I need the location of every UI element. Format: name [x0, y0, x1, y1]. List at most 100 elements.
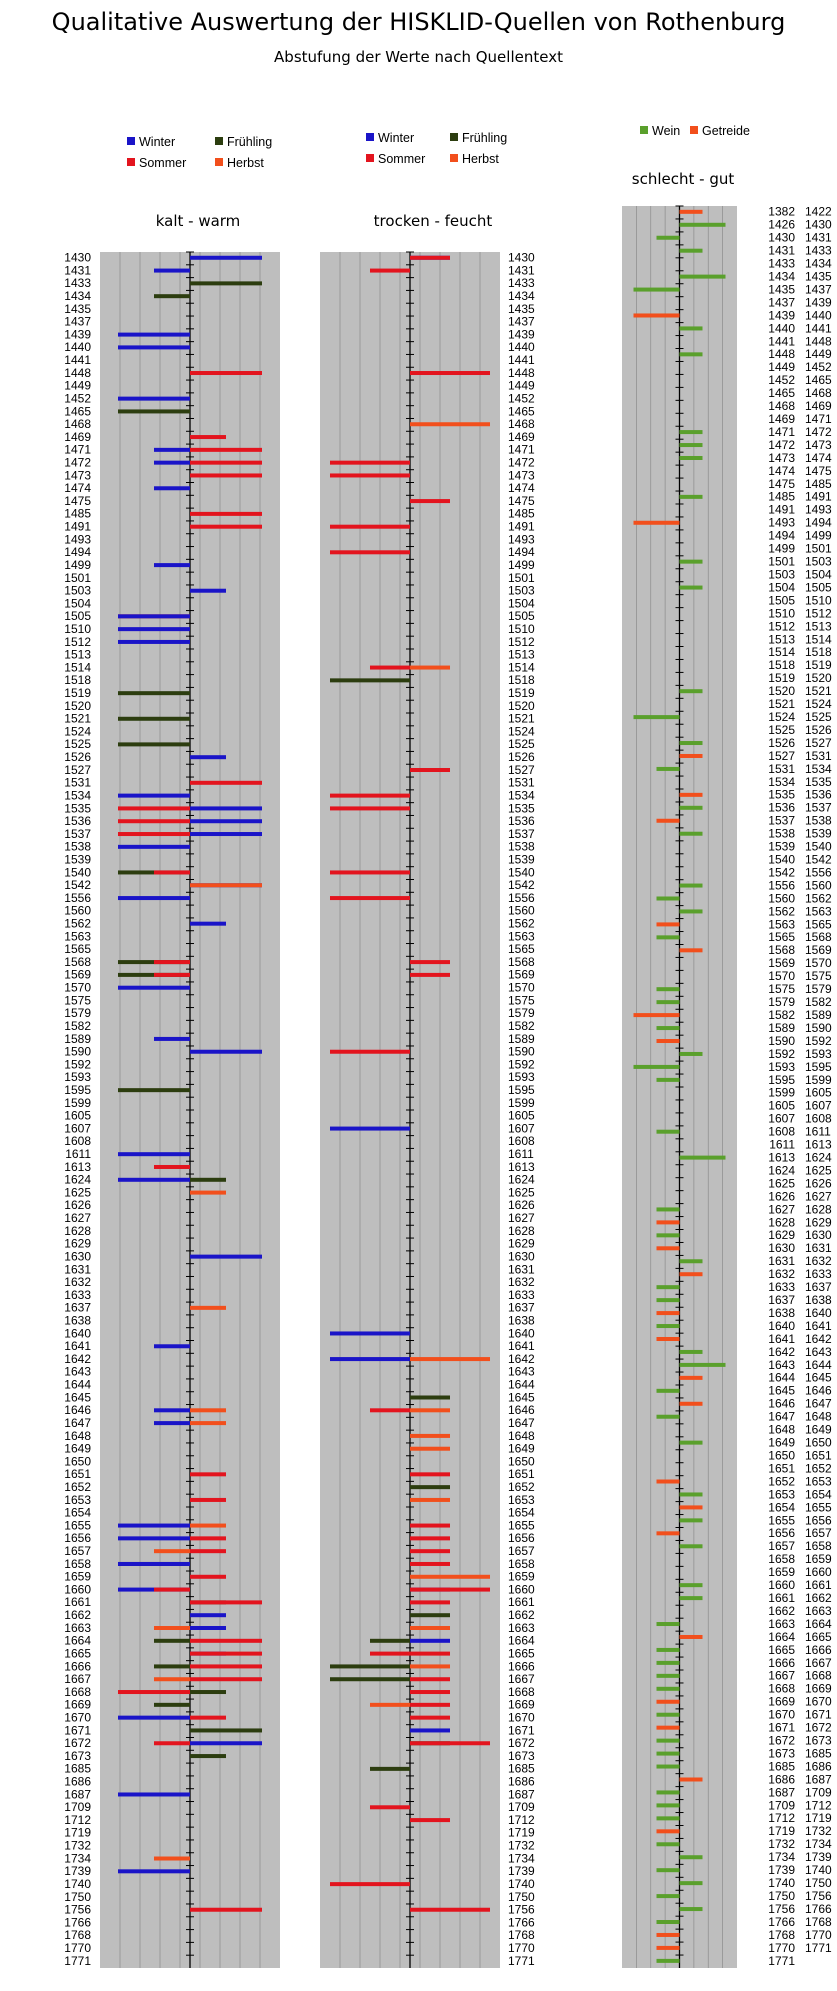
bar-getreide [656, 1699, 680, 1704]
year-tick-label: 1441 [508, 353, 535, 367]
year-tick-label: 1569 [508, 968, 535, 982]
year-tick-label: 1592 [508, 1057, 535, 1071]
year-tick-label: 1605 [768, 1099, 795, 1113]
year-tick-label: 1531 [64, 776, 91, 790]
year-tick-label: 1624 [768, 1163, 795, 1177]
year-tick-label: 1654 [768, 1500, 795, 1514]
year-tick-label: 1643 [508, 1365, 535, 1379]
year-tick-label: 1568 [64, 955, 91, 969]
bar-wein [656, 1647, 680, 1652]
year-tick-label: 1449 [768, 360, 795, 374]
year-tick-label: 1756 [64, 1903, 91, 1917]
year-tick-label: 1654 [508, 1506, 535, 1520]
year-tick-label: 1468 [508, 417, 535, 431]
year-tick-label: 1766 [768, 1915, 795, 1929]
year-tick-label: 1647 [768, 1410, 795, 1424]
year-tick-label: 1613 [508, 1160, 535, 1174]
year-tick-label: 1771 [768, 1954, 795, 1968]
bar-herbst [190, 1523, 226, 1528]
year-tick-label: 1569 [805, 943, 832, 957]
year-tick-label: 1650 [805, 1436, 832, 1450]
legend-label: Getreide [702, 124, 750, 138]
bar-getreide [679, 1505, 703, 1510]
year-tick-label: 1734 [768, 1850, 795, 1864]
year-tick-label: 1531 [768, 762, 795, 776]
bar-getreide [679, 209, 703, 214]
year-tick-label: 1630 [805, 1228, 832, 1242]
bar-winter [410, 1728, 450, 1733]
bar-wein [679, 1583, 703, 1588]
bar-sommer [410, 371, 490, 376]
year-tick-label: 1562 [768, 904, 795, 918]
year-tick-label: 1524 [508, 724, 535, 738]
year-tick-label: 1646 [508, 1403, 535, 1417]
year-tick-label: 1659 [805, 1552, 832, 1566]
year-tick-label: 1608 [768, 1125, 795, 1139]
year-tick-label: 1473 [768, 451, 795, 465]
bar-herbst [410, 665, 450, 670]
year-tick-label: 1538 [508, 840, 535, 854]
year-tick-label: 1666 [508, 1659, 535, 1673]
year-tick-label: 1665 [64, 1646, 91, 1660]
bar-wein [656, 935, 680, 940]
year-tick-label: 1540 [805, 840, 832, 854]
year-tick-label: 1560 [508, 904, 535, 918]
bar-herbst [410, 1357, 490, 1362]
bar-getreide [633, 520, 680, 525]
year-tick-label: 1647 [64, 1416, 91, 1430]
year-tick-label: 1644 [508, 1378, 535, 1392]
year-tick-label: 1582 [805, 995, 832, 1009]
year-tick-label: 1540 [64, 865, 91, 879]
year-tick-label: 1433 [805, 244, 832, 258]
year-tick-label: 1437 [64, 315, 91, 329]
legend-label: Frühling [462, 131, 507, 145]
year-tick-label: 1519 [768, 671, 795, 685]
bar-winter [154, 447, 190, 452]
year-tick-label: 1645 [768, 1384, 795, 1398]
bar-sommer [410, 1536, 450, 1541]
year-tick-label: 1494 [768, 529, 795, 543]
legend-swatch-sommer [366, 154, 374, 162]
year-tick-label: 1526 [64, 750, 91, 764]
bar-winter [154, 563, 190, 568]
bar-getreide [679, 753, 703, 758]
bar-wein [656, 1233, 680, 1238]
year-tick-label: 1434 [768, 269, 795, 283]
year-tick-label: 1449 [64, 379, 91, 393]
year-tick-label: 1624 [508, 1173, 535, 1187]
bar-getreide [679, 1401, 703, 1406]
year-tick-label: 1652 [805, 1461, 832, 1475]
year-tick-label: 1719 [805, 1811, 832, 1825]
bar-wein [656, 1000, 680, 1005]
year-tick-label: 1668 [508, 1685, 535, 1699]
year-tick-label: 1519 [805, 658, 832, 672]
year-tick-label: 1501 [508, 571, 535, 585]
year-tick-label: 1671 [768, 1721, 795, 1735]
year-tick-label: 1662 [805, 1591, 832, 1605]
bar-sommer [410, 1587, 490, 1592]
year-tick-label: 1624 [64, 1173, 91, 1187]
year-tick-label: 1534 [508, 788, 535, 802]
year-tick-label: 1768 [805, 1915, 832, 1929]
bar-wein [656, 1816, 680, 1821]
year-tick-label: 1434 [64, 289, 91, 303]
year-tick-label: 1740 [64, 1877, 91, 1891]
year-tick-label: 1668 [768, 1682, 795, 1696]
bar-sommer [154, 1741, 190, 1746]
bar-getreide [679, 792, 703, 797]
year-tick-label: 1535 [768, 788, 795, 802]
year-tick-label: 1660 [805, 1565, 832, 1579]
bar-sommer [190, 780, 262, 785]
year-tick-label: 1646 [805, 1384, 832, 1398]
bar-wein [656, 1026, 680, 1031]
year-tick-label: 1686 [805, 1759, 832, 1773]
bar-sommer [370, 1651, 410, 1656]
bar-herbst [190, 883, 262, 888]
year-tick-label: 1656 [768, 1526, 795, 1540]
bar-wein [656, 1790, 680, 1795]
year-tick-label: 1660 [64, 1582, 91, 1596]
year-tick-label: 1434 [508, 289, 535, 303]
bar-winter [118, 1152, 190, 1157]
bar-sommer [190, 473, 262, 478]
year-tick-label: 1431 [768, 244, 795, 258]
